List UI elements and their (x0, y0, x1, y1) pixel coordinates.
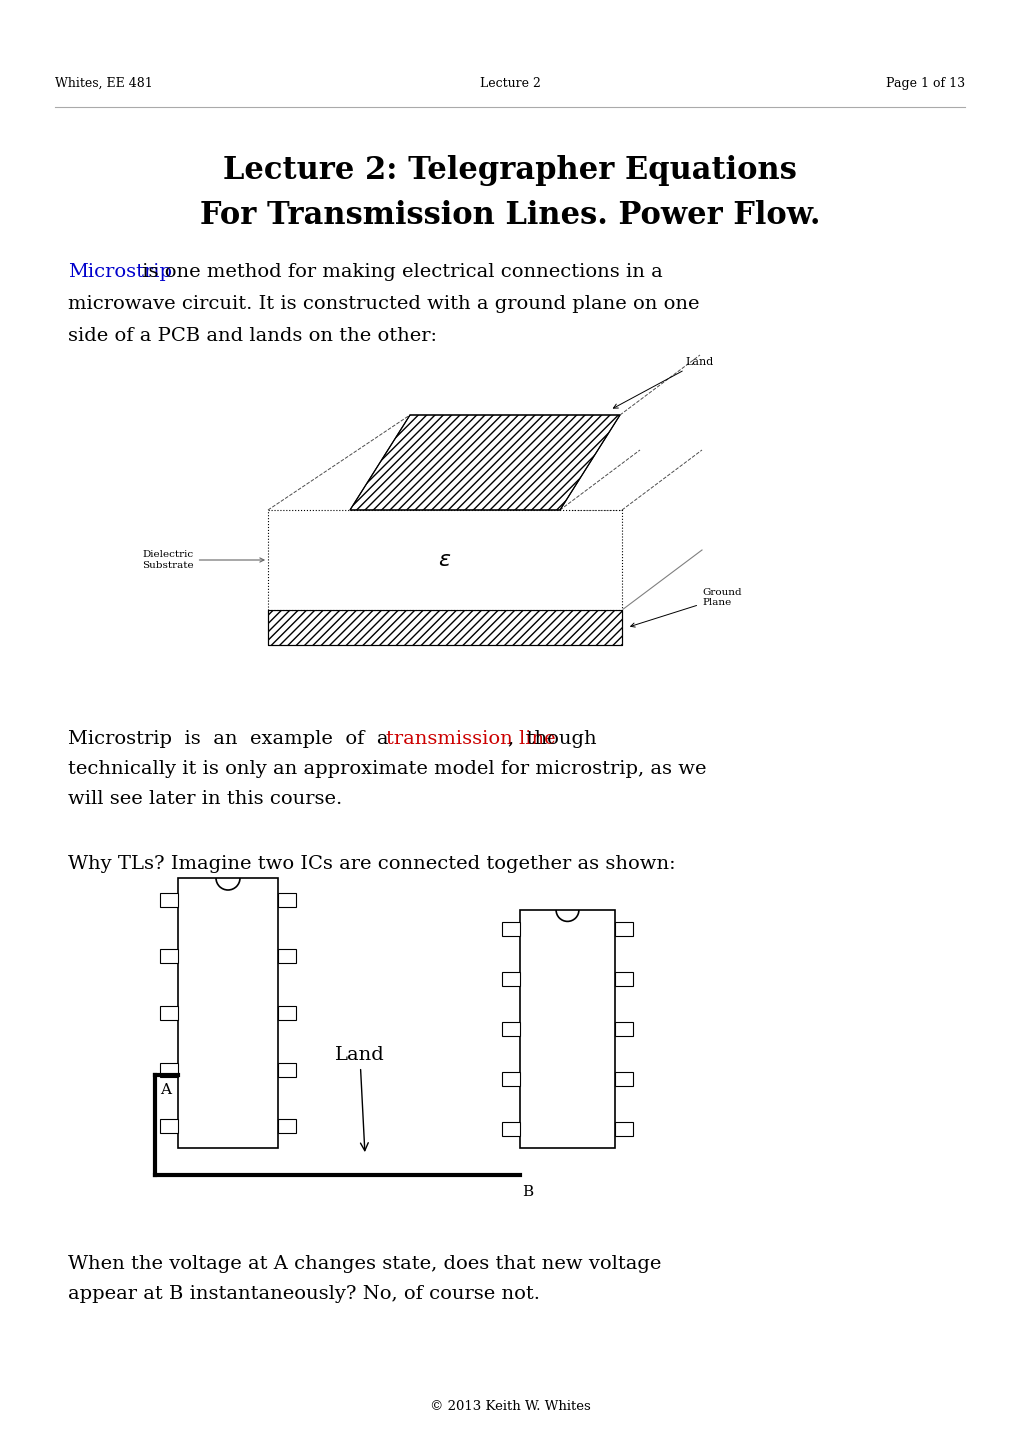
Text: microwave circuit. It is constructed with a ground plane on one: microwave circuit. It is constructed wit… (68, 295, 699, 313)
Bar (501, 1022, 520, 1036)
Text: When the voltage at A changes state, does that new voltage: When the voltage at A changes state, doe… (68, 1255, 660, 1272)
Text: $\varepsilon$: $\varepsilon$ (438, 549, 451, 571)
Bar (501, 1072, 520, 1087)
Bar (278, 1120, 296, 1134)
Text: Why TLs? Imagine two ICs are connected together as shown:: Why TLs? Imagine two ICs are connected t… (68, 855, 675, 873)
Text: Microstrip: Microstrip (68, 264, 172, 281)
Text: Microstrip  is  an  example  of  a: Microstrip is an example of a (68, 731, 394, 748)
Bar (278, 892, 296, 906)
Text: will see later in this course.: will see later in this course. (68, 790, 342, 808)
Text: Land: Land (612, 357, 712, 408)
Polygon shape (350, 415, 620, 510)
Bar (614, 973, 633, 986)
Text: is one method for making electrical connections in a: is one method for making electrical conn… (136, 264, 662, 281)
Text: ,  though: , though (507, 731, 596, 748)
Text: side of a PCB and lands on the other:: side of a PCB and lands on the other: (68, 327, 436, 344)
Bar (614, 1022, 633, 1036)
Bar (614, 922, 633, 937)
Text: Lecture 2: Lecture 2 (479, 76, 540, 89)
Bar (614, 1072, 633, 1087)
Bar (520, 911, 614, 1148)
Text: Ground
Plane: Ground Plane (630, 588, 741, 627)
Bar (160, 950, 178, 963)
Bar (278, 1062, 296, 1076)
Text: transmission line: transmission line (385, 731, 555, 748)
Bar (178, 878, 278, 1148)
Bar (268, 610, 622, 646)
Bar (501, 922, 520, 937)
Bar (268, 510, 622, 610)
Text: Whites, EE 481: Whites, EE 481 (55, 76, 153, 89)
Bar (501, 1123, 520, 1136)
Text: A: A (160, 1084, 171, 1097)
Bar (278, 950, 296, 963)
Bar (268, 610, 622, 646)
Text: appear at B instantaneously? No, of course not.: appear at B instantaneously? No, of cour… (68, 1285, 539, 1303)
Bar (501, 973, 520, 986)
Text: For Transmission Lines. Power Flow.: For Transmission Lines. Power Flow. (200, 200, 819, 231)
Text: B: B (522, 1185, 533, 1199)
Bar (160, 1062, 178, 1076)
Bar (160, 1120, 178, 1134)
Text: Page 1 of 13: Page 1 of 13 (886, 76, 964, 89)
Text: © 2013 Keith W. Whites: © 2013 Keith W. Whites (429, 1401, 590, 1414)
Text: technically it is only an approximate model for microstrip, as we: technically it is only an approximate mo… (68, 759, 706, 778)
Text: Dielectric
Substrate: Dielectric Substrate (142, 550, 264, 569)
Bar (614, 1123, 633, 1136)
Bar (160, 892, 178, 906)
Bar (278, 1006, 296, 1020)
Text: Lecture 2: Telegrapher Equations: Lecture 2: Telegrapher Equations (223, 156, 796, 186)
Bar (160, 1006, 178, 1020)
Text: Land: Land (334, 1046, 384, 1151)
